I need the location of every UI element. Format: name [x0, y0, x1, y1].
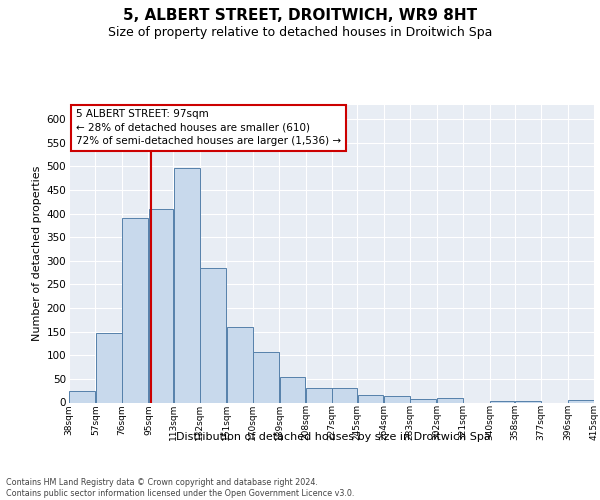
Bar: [174, 168, 200, 402]
Bar: [515, 400, 541, 402]
Bar: [568, 400, 594, 402]
Bar: [410, 399, 436, 402]
Y-axis label: Number of detached properties: Number of detached properties: [32, 166, 43, 342]
Bar: [490, 400, 514, 402]
Bar: [306, 388, 332, 402]
Text: Contains HM Land Registry data © Crown copyright and database right 2024.
Contai: Contains HM Land Registry data © Crown c…: [6, 478, 355, 498]
Bar: [280, 378, 305, 402]
Bar: [227, 327, 253, 402]
Bar: [69, 390, 95, 402]
Bar: [253, 352, 279, 403]
Bar: [149, 209, 173, 402]
Text: Distribution of detached houses by size in Droitwich Spa: Distribution of detached houses by size …: [176, 432, 490, 442]
Bar: [384, 396, 410, 402]
Text: Size of property relative to detached houses in Droitwich Spa: Size of property relative to detached ho…: [108, 26, 492, 39]
Bar: [96, 332, 122, 402]
Bar: [358, 396, 383, 402]
Text: 5, ALBERT STREET, DROITWICH, WR9 8HT: 5, ALBERT STREET, DROITWICH, WR9 8HT: [123, 8, 477, 22]
Bar: [200, 268, 226, 402]
Text: 5 ALBERT STREET: 97sqm
← 28% of detached houses are smaller (610)
72% of semi-de: 5 ALBERT STREET: 97sqm ← 28% of detached…: [76, 110, 341, 146]
Bar: [332, 388, 357, 402]
Bar: [122, 218, 148, 402]
Bar: [437, 398, 463, 402]
